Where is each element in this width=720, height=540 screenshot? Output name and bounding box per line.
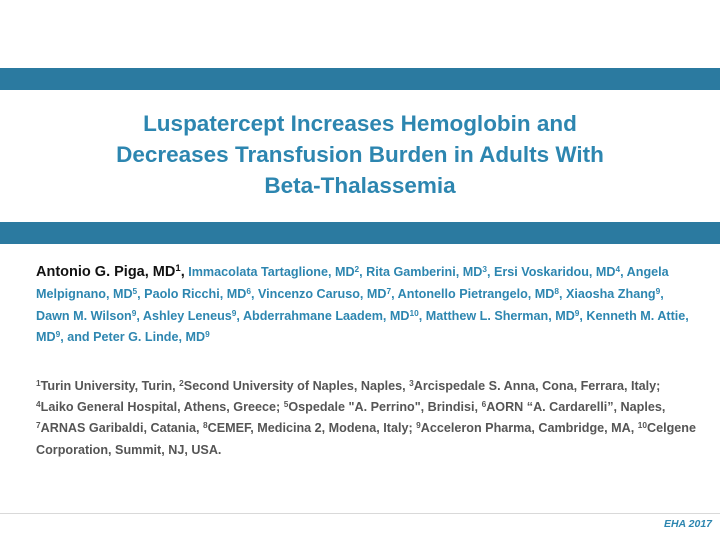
presenting-author-name: Antonio G. Piga, MD	[36, 264, 176, 280]
author-name: Ashley Leneus	[142, 308, 232, 323]
author-separator: ,	[137, 286, 145, 301]
author-entry: Dawn M. Wilson9,	[36, 307, 143, 323]
author-name: Xiaosha Zhang	[566, 286, 656, 301]
author-name: Paolo Ricchi, MD	[144, 286, 247, 301]
affiliation-entry: 1Turin University, Turin,	[36, 379, 179, 393]
affiliation-number: 7	[36, 420, 41, 431]
author-entry: Vincenzo Caruso, MD7,	[257, 285, 398, 301]
author-entry: Ersi Voskaridou, MD4,	[494, 265, 627, 279]
affiliation-list: 1Turin University, Turin, 2Second Univer…	[36, 376, 701, 461]
affiliation-entry: 8CEMEF, Medicina 2, Modena, Italy;	[203, 421, 416, 435]
author-separator: , and	[60, 330, 94, 345]
author-entry: Antonello Pietrangelo, MD8,	[397, 285, 567, 301]
affiliation-number: 3	[409, 377, 414, 388]
author-separator: ,	[559, 286, 567, 301]
top-accent-bar	[0, 68, 720, 90]
affiliation-entry: 3Arcispedale S. Anna, Cona, Ferrara, Ita…	[409, 379, 660, 393]
author-separator: ,	[620, 265, 627, 279]
author-affiliation-sup: 5	[132, 285, 138, 296]
author-name: Rita Gamberini, MD	[366, 265, 483, 279]
affiliation-text: ARNAS Garibaldi, Catania,	[40, 421, 203, 436]
author-affiliation-sup: 7	[386, 285, 392, 296]
affiliation-text: Second University of Naples, Naples,	[183, 379, 410, 393]
middle-accent-bar	[0, 222, 720, 244]
affiliation-text: CEMEF, Medicina 2, Modena, Italy;	[207, 421, 417, 436]
author-name: Abderrahmane Laadem, MD	[242, 308, 410, 323]
title-line: Decreases Transfusion Burden in Adults W…	[116, 142, 604, 167]
author-name: Dawn M. Wilson	[36, 308, 132, 323]
author-affiliation-sup: 9	[55, 329, 61, 340]
author-affiliation-sup: 2	[354, 263, 360, 274]
author-affiliation-sup: 9	[131, 307, 137, 318]
footer-conference-label: EHA 2017	[663, 518, 712, 530]
affiliation-text: Ospedale "A. Perrino", Brindisi,	[288, 400, 482, 415]
author-name: Kenneth M. Attie, MD	[36, 308, 689, 345]
author-separator: ,	[579, 308, 587, 323]
affiliation-number: 1	[36, 377, 41, 388]
author-entry: Rita Gamberini, MD3,	[366, 265, 494, 279]
title-line: Beta-Thalassemia	[264, 173, 456, 198]
author-name: Ersi Voskaridou, MD	[493, 265, 616, 279]
author-separator: ,	[136, 308, 143, 323]
author-affiliation-sup: 9	[231, 307, 237, 318]
author-affiliation-sup: 3	[482, 263, 487, 274]
affiliation-text: AORN “A. Cardarelli”, Naples,	[486, 400, 666, 415]
presenting-author: Antonio G. Piga, MD1,	[36, 263, 185, 280]
footer-divider	[0, 513, 720, 514]
author-separator: ,	[250, 286, 258, 301]
author-separator: ,	[660, 286, 664, 301]
affiliation-number: 6	[481, 399, 487, 410]
author-name: Antonello Pietrangelo, MD	[397, 286, 555, 301]
author-entry: Matthew L. Sherman, MD9,	[425, 307, 587, 323]
author-entry: Abderrahmane Laadem, MD10,	[242, 307, 426, 323]
affiliation-entry: 7ARNAS Garibaldi, Catania,	[36, 421, 203, 435]
author-name: Matthew L. Sherman, MD	[425, 308, 575, 323]
affiliation-entry: 6AORN “A. Cardarelli”, Naples,	[482, 400, 666, 414]
author-separator: ,	[486, 265, 494, 279]
affiliation-entry: 10Celgene Corporation, Summit, NJ, USA.	[36, 420, 696, 457]
author-entry: Paolo Ricchi, MD6,	[144, 285, 258, 301]
author-affiliation-sup: 8	[554, 285, 560, 296]
affiliation-number: 9	[416, 420, 421, 431]
author-entry: Ashley Leneus9,	[142, 307, 243, 323]
author-name: Peter G. Linde, MD	[93, 330, 206, 345]
author-affiliation-sup: 9	[205, 329, 210, 340]
affiliation-separator: ;	[276, 400, 284, 415]
affiliation-text: Turin University, Turin,	[40, 379, 180, 393]
affiliation-entry: 5Ospedale "A. Perrino", Brindisi,	[284, 400, 482, 414]
author-entry: Kenneth M. Attie, MD9, and	[36, 309, 689, 345]
author-affiliation-sup: 9	[574, 307, 580, 318]
affiliation-number: 2	[179, 377, 184, 388]
author-separator: ,	[391, 286, 398, 301]
slide-title: Luspatercept Increases Hemoglobin and De…	[40, 108, 680, 201]
affiliation-number: 4	[36, 399, 41, 410]
affiliation-entry: 2Second University of Naples, Naples,	[179, 379, 409, 393]
author-entry: Immacolata Tartaglione, MD2,	[188, 265, 366, 279]
affiliation-number: 5	[283, 399, 289, 410]
author-name: Vincenzo Caruso, MD	[257, 286, 387, 301]
author-entry: Angela Melpignano, MD5,	[36, 265, 669, 301]
author-entry: Peter G. Linde, MD9	[93, 330, 210, 344]
author-entry: Xiaosha Zhang9,	[566, 285, 664, 301]
affiliation-entry: 4Laiko General Hospital, Athens, Greece;	[36, 400, 284, 414]
affiliation-number: 8	[202, 420, 208, 431]
author-name: Immacolata Tartaglione, MD	[188, 265, 355, 279]
author-name: Angela Melpignano, MD	[36, 265, 669, 301]
affiliation-text: Arcispedale S. Anna, Cona, Ferrara, Ital…	[413, 379, 661, 393]
author-separator: ,	[236, 308, 243, 323]
affiliation-number: 10	[637, 420, 647, 431]
author-separator: ,	[359, 265, 367, 279]
presenting-author-sup: 1	[175, 263, 181, 275]
affiliation-entry: 9Acceleron Pharma, Cambridge, MA,	[416, 421, 638, 435]
author-affiliation-sup: 9	[655, 285, 661, 296]
author-separator: ,	[418, 308, 426, 323]
author-list: Antonio G. Piga, MD1, Immacolata Tartagl…	[36, 262, 696, 349]
affiliation-text: Celgene Corporation, Summit, NJ, USA.	[36, 421, 696, 457]
title-line: Luspatercept Increases Hemoglobin and	[143, 111, 577, 136]
author-affiliation-sup: 4	[615, 263, 621, 274]
author-affiliation-sup: 10	[409, 307, 419, 318]
affiliation-text: Laiko General Hospital, Athens, Greece	[40, 400, 277, 415]
affiliation-text: Acceleron Pharma, Cambridge, MA,	[420, 421, 638, 436]
author-affiliation-sup: 6	[246, 285, 251, 296]
